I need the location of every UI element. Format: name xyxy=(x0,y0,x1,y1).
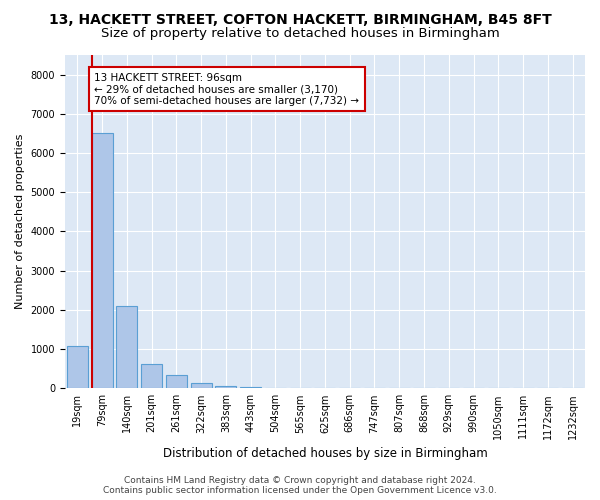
Text: 13 HACKETT STREET: 96sqm
← 29% of detached houses are smaller (3,170)
70% of sem: 13 HACKETT STREET: 96sqm ← 29% of detach… xyxy=(94,72,359,106)
Bar xyxy=(215,386,236,388)
Bar xyxy=(191,383,212,388)
Bar xyxy=(92,134,113,388)
Bar xyxy=(240,386,261,388)
Text: 13, HACKETT STREET, COFTON HACKETT, BIRMINGHAM, B45 8FT: 13, HACKETT STREET, COFTON HACKETT, BIRM… xyxy=(49,12,551,26)
Text: Size of property relative to detached houses in Birmingham: Size of property relative to detached ho… xyxy=(101,28,499,40)
Bar xyxy=(166,375,187,388)
Bar xyxy=(141,364,162,388)
X-axis label: Distribution of detached houses by size in Birmingham: Distribution of detached houses by size … xyxy=(163,447,487,460)
Bar xyxy=(116,306,137,388)
Bar xyxy=(67,346,88,389)
Y-axis label: Number of detached properties: Number of detached properties xyxy=(15,134,25,310)
Text: Contains HM Land Registry data © Crown copyright and database right 2024.
Contai: Contains HM Land Registry data © Crown c… xyxy=(103,476,497,495)
